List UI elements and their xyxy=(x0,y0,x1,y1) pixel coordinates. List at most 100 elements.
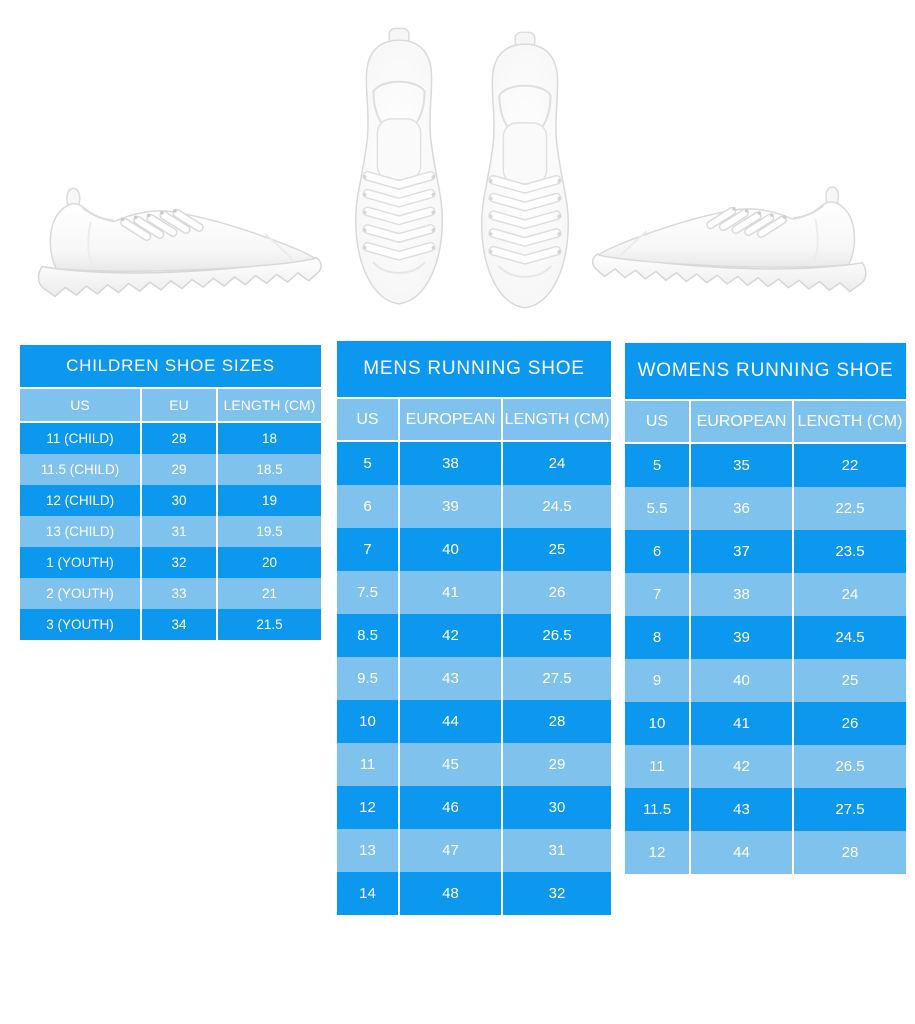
table-cell: 24 xyxy=(794,573,906,616)
table-cell: 19 xyxy=(218,485,321,516)
table-row: 1 (YOUTH) 32 20 xyxy=(20,547,321,578)
column-header: EUROPEAN xyxy=(400,399,501,440)
table-cell: 26 xyxy=(794,702,906,745)
table-row: 10 41 26 xyxy=(625,702,906,745)
table-body: 11 (CHILD) 28 18 11.5 (CHILD) 29 18.5 12 (CHIL… xyxy=(20,423,321,640)
table-cell: 11 xyxy=(337,743,398,786)
table-cell: 18.5 xyxy=(218,454,321,485)
table-cell: 11 xyxy=(625,745,689,788)
table-cell: 8.5 xyxy=(337,614,398,657)
table-cell: 32 xyxy=(503,872,611,915)
table-cell: 37 xyxy=(691,530,792,573)
column-header: LENGTH (CM) xyxy=(218,389,321,421)
table-cell: 5.5 xyxy=(625,487,689,530)
table-cell: 41 xyxy=(400,571,501,614)
table-row: 14 48 32 xyxy=(337,872,611,915)
table-cell: 24.5 xyxy=(503,485,611,528)
table-row: 3 (YOUTH) 34 21.5 xyxy=(20,609,321,640)
table-cell: 29 xyxy=(142,454,216,485)
chart-title: CHILDREN SHOE SIZES xyxy=(20,345,321,387)
table-cell: 26.5 xyxy=(503,614,611,657)
column-header: LENGTH (CM) xyxy=(503,399,611,440)
table-cell: 18 xyxy=(218,423,321,454)
table-cell: 6 xyxy=(625,530,689,573)
table-cell: 5 xyxy=(337,442,398,485)
table-cell: 42 xyxy=(400,614,501,657)
table-cell: 2 (YOUTH) xyxy=(20,578,140,609)
table-row: 11 (CHILD) 28 18 xyxy=(20,423,321,454)
column-header: EU xyxy=(142,389,216,421)
table-cell: 3 (YOUTH) xyxy=(20,609,140,640)
table-cell: 44 xyxy=(400,700,501,743)
table-cell: 22 xyxy=(794,444,906,487)
table-cell: 12 (CHILD) xyxy=(20,485,140,516)
table-cell: 11.5 (CHILD) xyxy=(20,454,140,485)
table-row: 11.5 (CHILD) 29 18.5 xyxy=(20,454,321,485)
table-cell: 12 xyxy=(625,831,689,874)
table-cell: 9 xyxy=(625,659,689,702)
table-row: 6 37 23.5 xyxy=(625,530,906,573)
table-cell: 34 xyxy=(142,609,216,640)
table-cell: 48 xyxy=(400,872,501,915)
table-cell: 28 xyxy=(503,700,611,743)
table-cell: 27.5 xyxy=(503,657,611,700)
table-row: 9 40 25 xyxy=(625,659,906,702)
table-cell: 42 xyxy=(691,745,792,788)
table-cell: 38 xyxy=(400,442,501,485)
table-cell: 30 xyxy=(142,485,216,516)
table-cell: 25 xyxy=(794,659,906,702)
table-cell: 29 xyxy=(503,743,611,786)
table-cell: 31 xyxy=(142,516,216,547)
table-row: 12 44 28 xyxy=(625,831,906,874)
table-cell: 11.5 xyxy=(625,788,689,831)
table-cell: 21.5 xyxy=(218,609,321,640)
table-cell: 10 xyxy=(625,702,689,745)
table-cell: 11 (CHILD) xyxy=(20,423,140,454)
table-body: 5 35 22 5.5 36 22.5 6 37 23.5 7 38 24 8 39 24.5 9 40 25 10… xyxy=(625,444,906,874)
table-cell: 41 xyxy=(691,702,792,745)
table-cell: 12 xyxy=(337,786,398,829)
table-row: 7 40 25 xyxy=(337,528,611,571)
table-row: 8 39 24.5 xyxy=(625,616,906,659)
table-cell: 21 xyxy=(218,578,321,609)
table-header-row: US EU LENGTH (CM) xyxy=(20,389,321,421)
table-cell: 19.5 xyxy=(218,516,321,547)
right-shoe-side-view-image xyxy=(584,161,876,313)
table-cell: 40 xyxy=(691,659,792,702)
column-header: US xyxy=(625,401,689,442)
table-row: 13 47 31 xyxy=(337,829,611,872)
table-cell: 39 xyxy=(691,616,792,659)
column-header: US xyxy=(20,389,140,421)
left-shoe-side-view-image xyxy=(28,164,330,316)
table-header-row: US EUROPEAN LENGTH (CM) xyxy=(337,399,611,440)
table-cell: 7 xyxy=(337,528,398,571)
table-cell: 22.5 xyxy=(794,487,906,530)
table-cell: 6 xyxy=(337,485,398,528)
table-cell: 33 xyxy=(142,578,216,609)
table-row: 5 38 24 xyxy=(337,442,611,485)
table-cell: 31 xyxy=(503,829,611,872)
table-cell: 35 xyxy=(691,444,792,487)
table-cell: 47 xyxy=(400,829,501,872)
table-row: 5.5 36 22.5 xyxy=(625,487,906,530)
table-cell: 25 xyxy=(503,528,611,571)
table-cell: 9.5 xyxy=(337,657,398,700)
table-cell: 32 xyxy=(142,547,216,578)
table-cell: 30 xyxy=(503,786,611,829)
table-row: 2 (YOUTH) 33 21 xyxy=(20,578,321,609)
column-header: US xyxy=(337,399,398,440)
table-row: 6 39 24.5 xyxy=(337,485,611,528)
table-cell: 38 xyxy=(691,573,792,616)
table-row: 9.5 43 27.5 xyxy=(337,657,611,700)
table-cell: 27.5 xyxy=(794,788,906,831)
table-cell: 39 xyxy=(400,485,501,528)
table-row: 10 44 28 xyxy=(337,700,611,743)
table-cell: 44 xyxy=(691,831,792,874)
table-cell: 36 xyxy=(691,487,792,530)
table-cell: 7.5 xyxy=(337,571,398,614)
table-cell: 24 xyxy=(503,442,611,485)
table-cell: 28 xyxy=(142,423,216,454)
table-row: 12 46 30 xyxy=(337,786,611,829)
table-cell: 7 xyxy=(625,573,689,616)
